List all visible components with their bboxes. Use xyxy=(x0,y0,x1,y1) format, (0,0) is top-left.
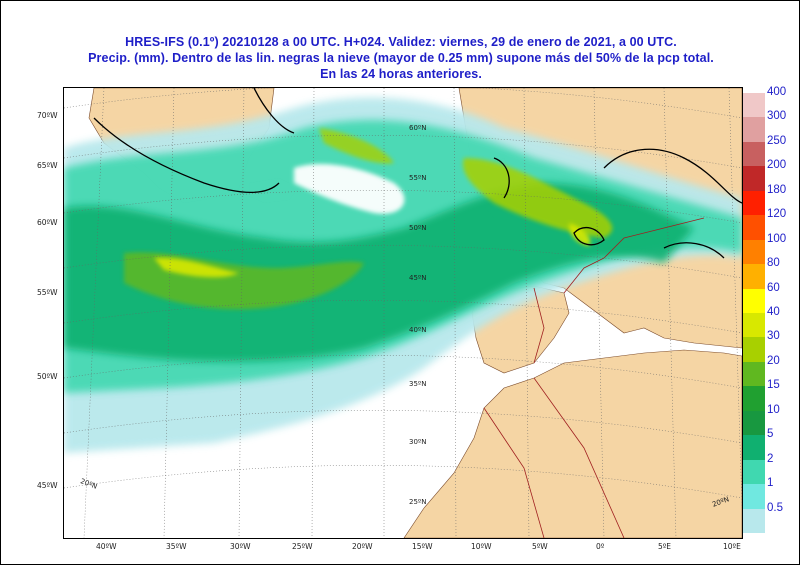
legend-label: 180 xyxy=(767,183,787,196)
legend-label: 120 xyxy=(767,208,787,221)
bottom-label-20w: 20ºW xyxy=(352,542,373,551)
legend-label: 300 xyxy=(767,110,787,123)
legend-swatch xyxy=(743,117,765,142)
left-label-65w: 65ºW xyxy=(37,161,58,170)
lat-label-60n: 60ºN xyxy=(409,124,427,132)
legend-label: 400 xyxy=(767,86,787,98)
legend-swatch xyxy=(743,190,765,216)
precipitation-field xyxy=(64,97,742,453)
bottom-label-5e: 5ºE xyxy=(658,542,672,551)
bottom-label-5w: 5ºW xyxy=(532,542,548,551)
precipitation-map: 60ºN 55ºN 50ºN 45ºN 40ºN 35ºN 30ºN 25ºN … xyxy=(63,87,743,539)
legend-label: 5 xyxy=(767,428,774,441)
legend-swatch xyxy=(743,484,765,509)
legend-label: 30 xyxy=(767,330,780,343)
bottom-label-0: 0º xyxy=(596,542,605,551)
legend-label: 15 xyxy=(767,379,780,392)
legend-label: 80 xyxy=(767,257,780,270)
legend-label: 100 xyxy=(767,232,787,245)
africa-land xyxy=(403,349,742,538)
legend-swatch xyxy=(743,239,765,265)
left-label-55w: 55ºW xyxy=(37,288,58,297)
legend-swatch xyxy=(743,435,765,460)
bottom-label-40w: 40ºW xyxy=(96,542,117,551)
lat-label-55n: 55ºN xyxy=(409,174,427,182)
left-label-50w: 50ºW xyxy=(37,372,58,381)
legend-swatch xyxy=(743,386,765,411)
legend-label: 10 xyxy=(767,403,780,416)
lat-label-50n: 50ºN xyxy=(409,224,427,232)
bottom-label-15w: 15ºW xyxy=(412,542,433,551)
left-label-60w: 60ºW xyxy=(37,218,58,227)
snow-lines xyxy=(93,88,742,259)
lat-label-30n: 30ºN xyxy=(409,438,427,446)
lat-label-35n: 35ºN xyxy=(409,380,427,388)
legend-swatch xyxy=(743,459,765,485)
map-canvas xyxy=(64,88,742,538)
lat-label-45n: 45ºN xyxy=(409,274,427,282)
bottom-label-10w: 10ºW xyxy=(471,542,492,551)
legend-swatch xyxy=(743,410,765,436)
title-line-1: HRES-IFS (0.1º) 20210128 a 00 UTC. H+024… xyxy=(125,35,677,49)
legend-swatch xyxy=(743,141,765,167)
legend-swatch xyxy=(743,288,765,313)
title-line-2: Precip. (mm). Dentro de las lin. negras … xyxy=(88,51,714,65)
bottom-label-10e: 10ºE xyxy=(723,542,741,551)
legend-label: 60 xyxy=(767,281,780,294)
country-borders xyxy=(483,217,705,538)
legend-label: 200 xyxy=(767,159,787,172)
lat-label-25n: 25ºN xyxy=(409,498,427,506)
legend-label: 20 xyxy=(767,354,780,367)
legend-swatch xyxy=(743,93,765,118)
legend-swatch xyxy=(743,313,765,338)
lat-label-40n: 40ºN xyxy=(409,326,427,334)
legend-swatch xyxy=(743,215,765,240)
bottom-label-25w: 25ºW xyxy=(292,542,313,551)
left-label-45w: 45ºW xyxy=(37,481,58,490)
legend-label: 1 xyxy=(767,477,774,490)
left-label-70w: 70ºW xyxy=(37,111,58,120)
bottom-label-35w: 35ºW xyxy=(166,542,187,551)
legend-swatch xyxy=(743,361,765,387)
legend-swatch xyxy=(743,508,765,533)
title-line-3: En las 24 horas anteriores. xyxy=(320,67,482,81)
legend-swatch xyxy=(743,337,765,362)
bottom-label-30w: 30ºW xyxy=(230,542,251,551)
legend-swatch xyxy=(743,166,765,191)
legend-swatch xyxy=(743,264,765,289)
legend-label: 40 xyxy=(767,306,780,318)
precipitation-legend: 400 300 250 200 180 120 100 80 60 40 30 20 15 10 5 2 1 0.… xyxy=(743,86,786,533)
legend-label: 250 xyxy=(767,134,787,147)
legend-label: 2 xyxy=(767,452,774,465)
legend-label: 0.5 xyxy=(767,501,783,514)
graticule xyxy=(64,88,742,538)
